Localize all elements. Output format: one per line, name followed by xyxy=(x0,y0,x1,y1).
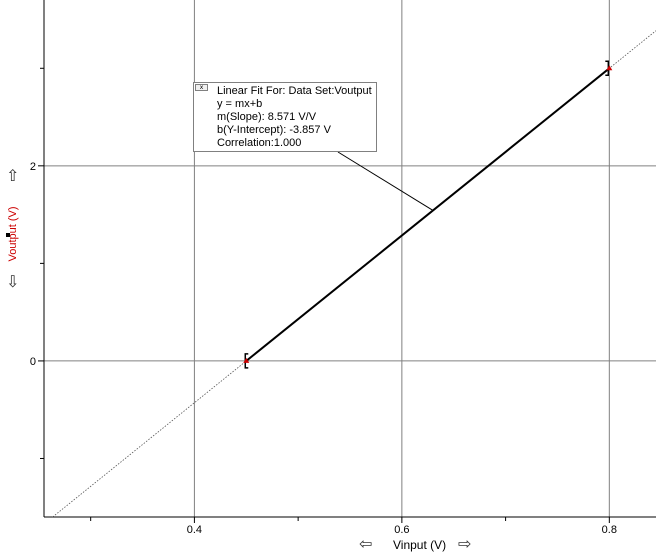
scroll-left-icon[interactable]: ⇦ xyxy=(359,534,373,553)
data-point xyxy=(606,65,613,71)
close-annotation-icon[interactable]: x xyxy=(195,84,208,91)
fit-lines xyxy=(52,30,656,518)
y-tick-label: 0 xyxy=(30,356,36,368)
x-tick-label: 0.8 xyxy=(602,524,617,536)
annotation-line-slope: m(Slope): 8.571 V/V xyxy=(217,111,317,123)
x-axis-label[interactable]: Vinput (V) xyxy=(393,538,447,552)
linear-fit-annotation[interactable]: x Linear Fit For: Data Set:Voutput y = m… xyxy=(193,82,377,152)
annotation-line-title: Linear Fit For: Data Set:Voutput xyxy=(217,85,372,97)
axes xyxy=(43,0,656,518)
scroll-down-icon[interactable]: ⇩ xyxy=(6,272,20,291)
tick-labels: 0.4 0.6 0.8 0 2 xyxy=(30,161,617,536)
x-tick-label: 0.4 xyxy=(187,524,202,536)
ylabel-marker xyxy=(6,233,10,237)
data-points xyxy=(243,65,613,363)
annotation-line-equation: y = mx+b xyxy=(217,98,263,110)
scroll-up-icon[interactable]: ⇧ xyxy=(6,166,20,185)
tick-marks xyxy=(38,67,610,523)
x-tick-label: 0.6 xyxy=(394,524,409,536)
y-axis-label[interactable]: Voutput (V) xyxy=(7,206,19,262)
fit-range-line xyxy=(245,67,610,362)
y-tick-label: 2 xyxy=(30,161,36,173)
annotation-line-correlation: Correlation:1.000 xyxy=(217,137,302,149)
data-point xyxy=(243,357,250,363)
grid-lines xyxy=(44,0,656,517)
annotation-line-intercept: b(Y-Intercept): -3.857 V xyxy=(217,124,331,136)
annotation-leader-line xyxy=(337,151,434,211)
scroll-right-icon[interactable]: ⇨ xyxy=(458,534,472,553)
